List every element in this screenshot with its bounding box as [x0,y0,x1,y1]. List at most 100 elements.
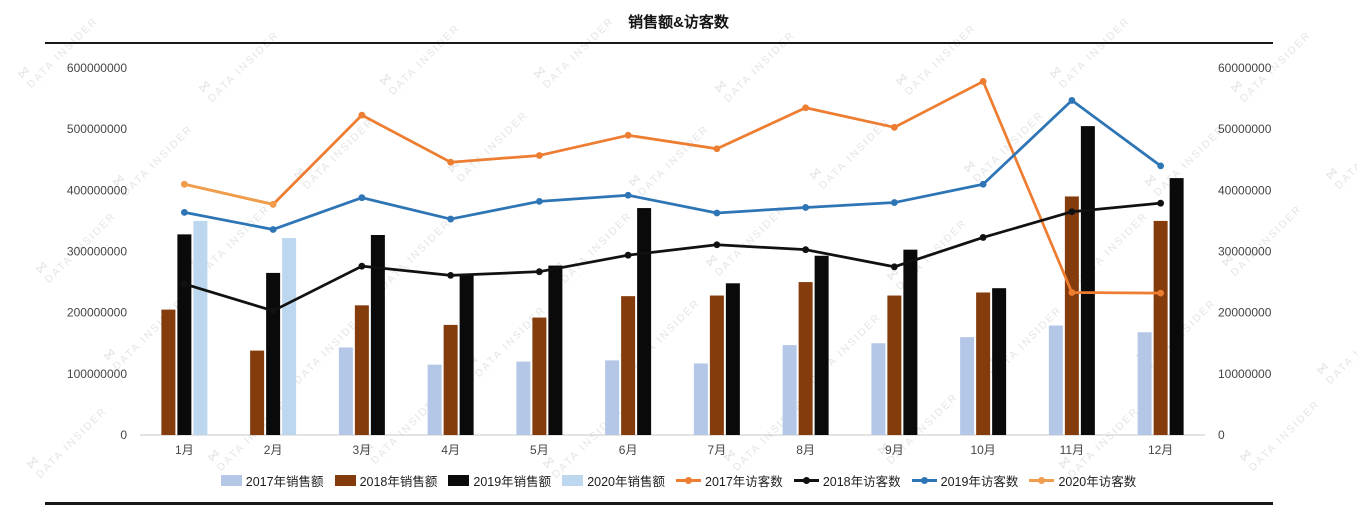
line-point[interactable] [802,246,810,254]
bar-segment[interactable] [814,255,829,435]
legend-label: 2017年访客数 [705,475,783,489]
bar-segment[interactable] [459,274,474,435]
left-axis-tick: 400000000 [67,183,127,197]
left-axis-tick: 0 [120,428,127,442]
legend-item[interactable]: 2020年销售额 [562,471,665,490]
line-point[interactable] [180,208,188,216]
bar-segment[interactable] [903,249,918,435]
bar-segment[interactable] [887,295,902,435]
bar-segment[interactable] [621,296,636,435]
line-point[interactable] [1157,289,1165,297]
bar-segment[interactable] [871,343,886,435]
line-point[interactable] [1068,208,1076,216]
bar-segment[interactable] [782,345,797,435]
bar-segment[interactable] [354,305,369,435]
bar-segment[interactable] [250,350,265,435]
line-point[interactable] [890,123,898,131]
line-point[interactable] [713,241,721,249]
line-point[interactable] [979,78,987,85]
legend-bar-swatch [562,475,584,486]
bar-segment[interactable] [976,292,991,435]
line-point[interactable] [180,280,188,288]
legend-label: 2017年销售额 [245,475,324,489]
legend-item[interactable]: 2018年销售额 [334,471,437,490]
line-point[interactable] [624,131,632,139]
line-point[interactable] [713,209,721,217]
left-axis-tick: 100000000 [67,367,127,381]
bar-segment[interactable] [1048,325,1063,435]
line-point[interactable] [269,201,277,208]
line-point[interactable] [447,215,455,223]
x-axis-label: 4月 [441,443,460,457]
line-series [183,80,1162,295]
line-point[interactable] [447,271,455,279]
bar-segment[interactable] [709,295,724,435]
line-point[interactable] [890,199,898,206]
legend-bar-swatch [334,475,356,486]
line-point[interactable] [1157,162,1165,170]
bar-segment[interactable] [193,220,208,435]
legend-item[interactable]: 2020年访客数 [1029,471,1136,490]
line-point[interactable] [358,262,366,270]
bar-segment[interactable] [266,272,281,435]
line-point[interactable] [1068,97,1076,104]
line-point[interactable] [358,194,366,202]
bar-segment[interactable] [161,309,176,435]
line-point[interactable] [890,263,898,271]
line-point[interactable] [269,226,277,233]
legend-item[interactable]: 2018年访客数 [793,471,901,490]
line-point[interactable] [269,307,277,315]
legend-bar-swatch [448,475,470,486]
line-point[interactable] [624,191,632,199]
line-point[interactable] [447,158,455,166]
legend-item[interactable]: 2019年销售额 [448,471,551,490]
line-point[interactable] [358,111,366,119]
bar-segment[interactable] [992,288,1007,435]
legend-item[interactable]: 2017年销售额 [220,471,324,490]
bar-segment[interactable] [798,282,813,435]
line-series [183,182,275,206]
x-axis-label: 5月 [530,443,549,457]
bar-segment[interactable] [1064,196,1079,435]
legend-item[interactable]: 2019年访客数 [911,471,1018,490]
x-axis-label: 1月 [175,443,194,457]
line-point[interactable] [1157,199,1165,207]
bar-segment[interactable] [1137,332,1152,435]
bar-segment[interactable] [516,361,531,435]
bar-segment[interactable] [1153,220,1168,435]
bar-segment[interactable] [725,283,740,435]
x-axis-label: 3月 [353,443,372,457]
bar-segment[interactable] [548,265,563,435]
right-axis-tick: 40000000 [1218,183,1272,197]
legend-line-dot [1038,477,1046,484]
line-point[interactable] [624,251,632,259]
line-point[interactable] [535,197,543,205]
line-point[interactable] [535,152,543,159]
line-point[interactable] [802,204,810,211]
bar-segment[interactable] [427,364,442,435]
chart-title: 销售额&访客数 [628,14,729,31]
line-point[interactable] [713,145,721,153]
bar-segment[interactable] [960,337,975,435]
line-point[interactable] [1068,289,1076,296]
bar-segment[interactable] [282,238,297,435]
bar-segment[interactable] [532,317,547,435]
line-point[interactable] [180,180,188,188]
bar-segment[interactable] [605,360,620,435]
bar-segment[interactable] [338,347,353,435]
line-point[interactable] [979,234,987,241]
bar-segment[interactable] [637,208,652,435]
legend-item[interactable]: 2017年访客数 [676,471,783,490]
line-point[interactable] [979,180,987,188]
bar-segment[interactable] [370,234,385,435]
line-point[interactable] [802,104,810,112]
bar-segment[interactable] [1080,126,1095,435]
bar-segment[interactable] [177,234,192,435]
bar-segment[interactable] [443,324,458,435]
x-axis-label: 9月 [885,443,904,457]
bar-segment[interactable] [693,363,708,435]
line-point[interactable] [535,268,543,276]
bar-segment[interactable] [1169,178,1184,435]
legend-label: 2020年访客数 [1058,475,1137,489]
left-axis-tick: 500000000 [67,122,127,136]
